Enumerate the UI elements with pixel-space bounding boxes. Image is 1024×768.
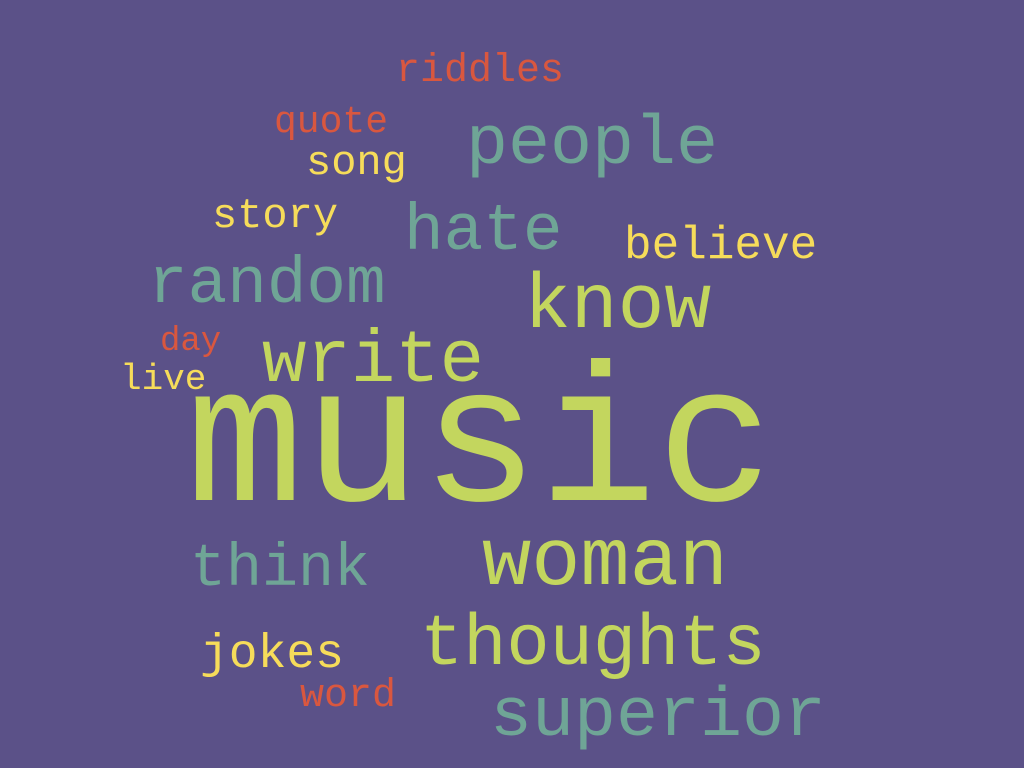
- word-superior: superior: [490, 678, 827, 757]
- word-think: think: [190, 536, 371, 604]
- word-live: live: [120, 359, 207, 400]
- word-hate: hate: [404, 194, 563, 269]
- word-random: random: [148, 247, 386, 322]
- word-thoughts: thoughts: [420, 604, 766, 686]
- word-word: word: [300, 674, 397, 719]
- word-song: song: [306, 139, 407, 187]
- word-people: people: [466, 106, 719, 185]
- word-believe: believe: [624, 220, 818, 272]
- word-riddles: riddles: [396, 49, 565, 94]
- word-woman: woman: [482, 516, 729, 609]
- word-jokes: jokes: [200, 628, 345, 682]
- word-music: music: [186, 337, 775, 559]
- word-quote: quote: [274, 101, 389, 144]
- word-know: know: [524, 263, 712, 351]
- word-write: write: [262, 320, 485, 404]
- word-day: day: [160, 323, 222, 361]
- word-story: story: [212, 192, 339, 240]
